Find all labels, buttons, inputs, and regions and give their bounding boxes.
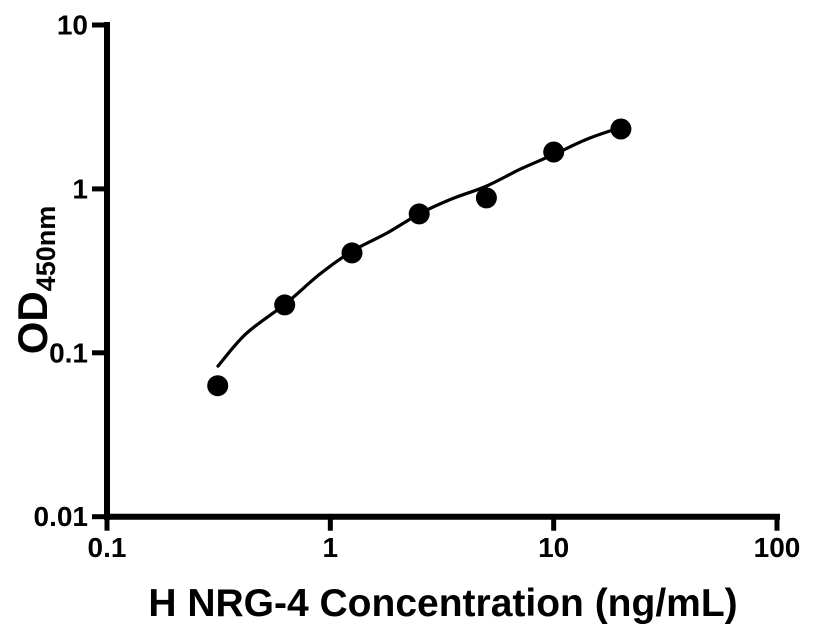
x-tick-label-0.1: 0.1 xyxy=(88,532,127,563)
data-point-20ng-ml xyxy=(610,118,632,140)
data-point-2.5ng-ml xyxy=(408,203,430,225)
x-tick-label-10: 10 xyxy=(538,532,569,563)
y-axis-title: OD450nm xyxy=(9,206,61,355)
x-tick-label-1: 1 xyxy=(323,532,339,563)
data-points-group xyxy=(207,118,632,397)
x-axis-title: H NRG-4 Concentration (ng/mL) xyxy=(148,582,738,625)
fit-curve-path xyxy=(216,125,624,368)
y-axis-title-main: OD xyxy=(9,291,56,355)
data-point-0.313ng-ml xyxy=(207,375,229,397)
y-tick-label-1: 1 xyxy=(72,173,88,204)
axes-group xyxy=(92,22,780,531)
y-tick-label-0.01: 0.01 xyxy=(34,501,89,532)
data-point-0.625ng-ml xyxy=(274,294,296,316)
y-tick-label-10: 10 xyxy=(57,10,88,41)
data-point-5ng-ml xyxy=(475,187,497,209)
x-tick-label-100: 100 xyxy=(754,532,801,563)
fit-curve-group xyxy=(216,125,624,368)
data-point-1.25ng-ml xyxy=(341,242,363,264)
data-point-10ng-ml xyxy=(543,141,565,163)
y-axis-title-subscript: 450nm xyxy=(31,205,61,292)
y-tick-label-0.1: 0.1 xyxy=(49,337,88,368)
